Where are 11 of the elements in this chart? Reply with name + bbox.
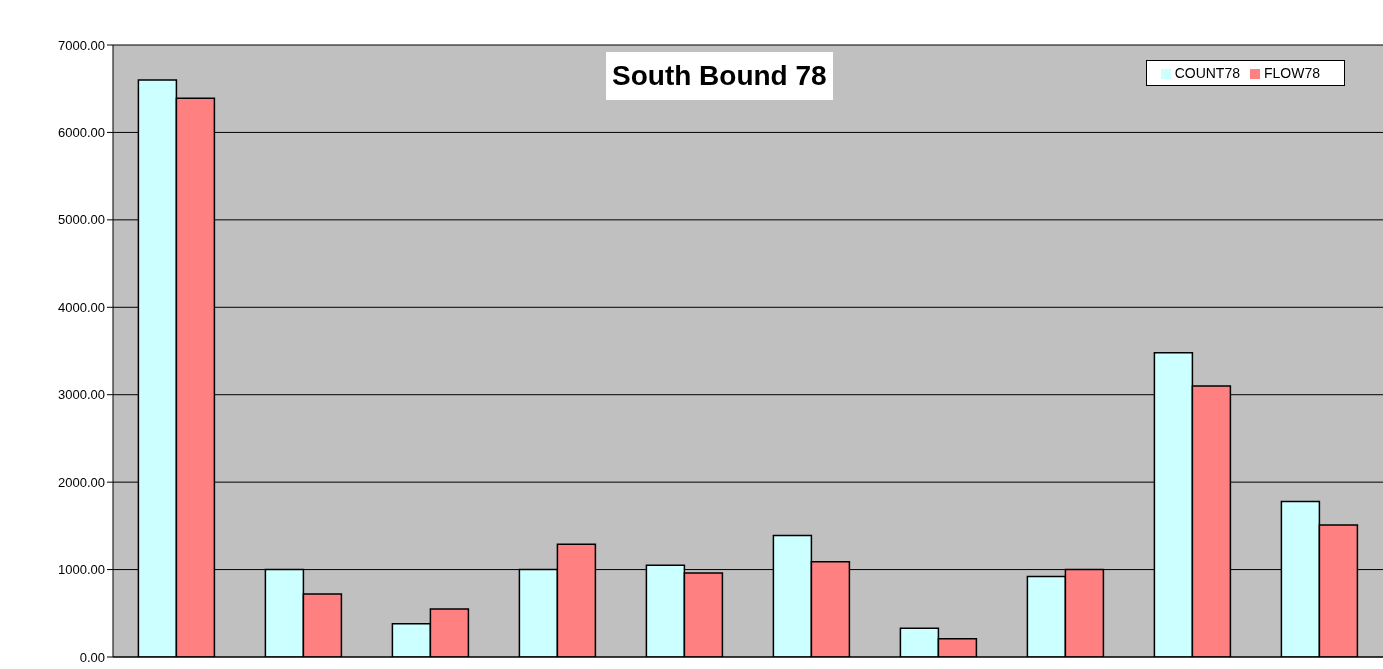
text: South Bound 78 <box>606 52 833 100</box>
y-tick-label: 7000.00 <box>58 37 105 53</box>
y-tick-label: 4000.00 <box>58 299 105 315</box>
y-tick-label: 6000.00 <box>58 125 105 141</box>
y-tick-label: 3000.00 <box>58 387 105 403</box>
y-tick-label: 1000.00 <box>58 562 105 578</box>
y-tick-label: 0.00 <box>79 649 105 665</box>
legend-label: FLOW78 <box>1263 65 1320 81</box>
legend-label: COUNT78 <box>1174 65 1240 81</box>
y-tick-label: 5000.00 <box>58 212 105 228</box>
y-tick-label: 2000.00 <box>58 474 105 490</box>
